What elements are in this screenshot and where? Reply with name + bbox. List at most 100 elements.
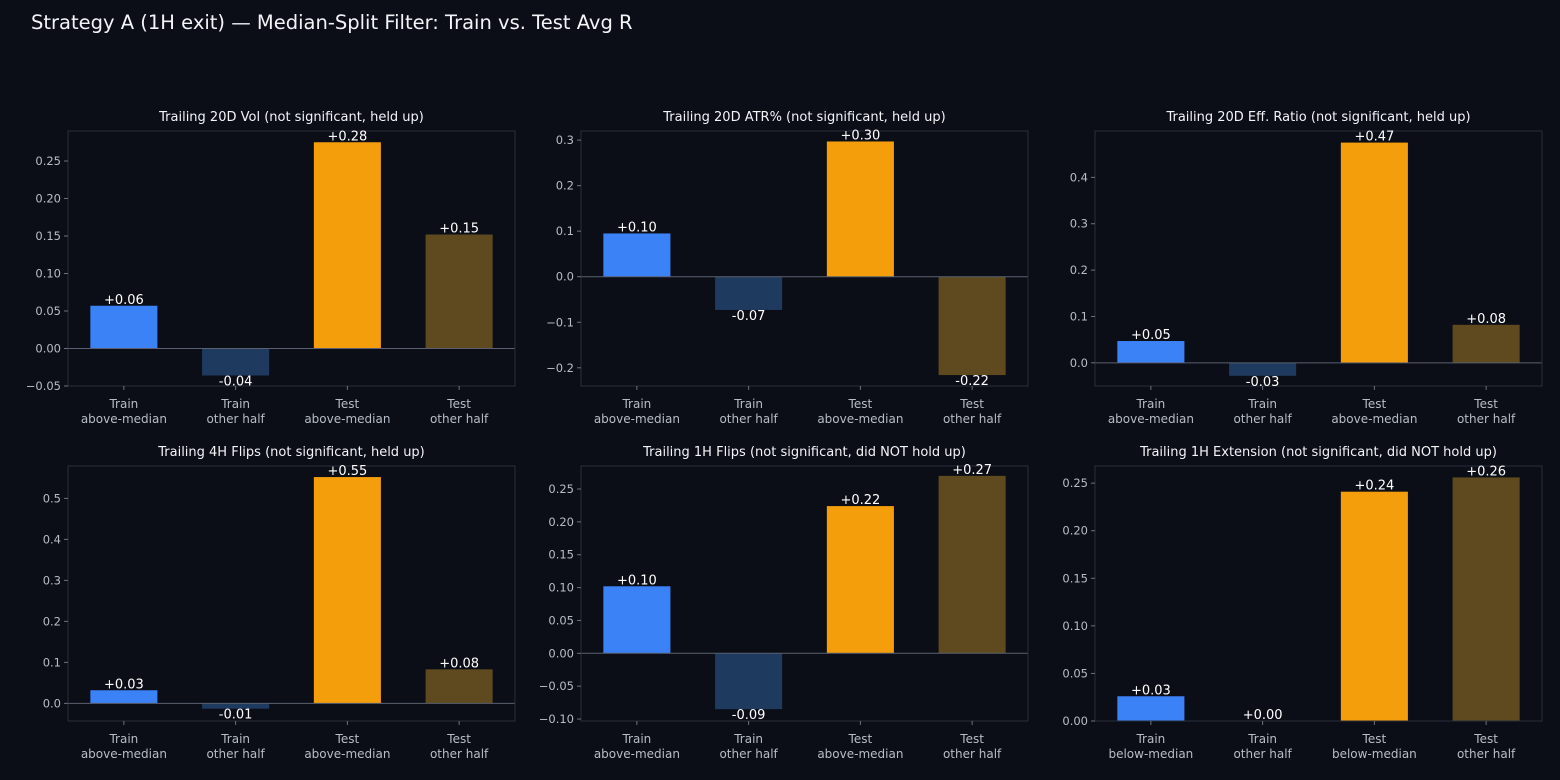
x-tick-label-line1: Test [335, 397, 360, 411]
bar [715, 653, 783, 710]
x-tick-label-line1: Test [446, 397, 471, 411]
x-tick-label-line2: other half [206, 412, 265, 426]
bar [1340, 142, 1408, 363]
bar [1117, 341, 1185, 363]
bar [715, 276, 783, 310]
x-tick-label-line2: other half [719, 412, 778, 426]
x-tick-label-line2: other half [1233, 412, 1292, 426]
bar [938, 475, 1006, 654]
y-tick-label: 0.20 [35, 192, 61, 206]
data-label: +0.03 [104, 677, 144, 692]
chart-title: Trailing 1H Extension (not significant, … [1139, 445, 1497, 460]
bar [425, 669, 493, 704]
y-tick-label: 0.3 [556, 133, 574, 147]
chart-panel: Trailing 20D Vol (not significant, held … [26, 110, 516, 426]
x-tick-label-line1: Train [621, 397, 651, 411]
y-tick-label: 0.05 [1062, 666, 1088, 680]
x-tick-label-line1: Test [848, 397, 873, 411]
x-tick-label-line2: above-median [817, 747, 903, 761]
y-tick-label: 0.10 [35, 267, 61, 281]
x-tick-label-line1: Test [959, 732, 984, 746]
x-tick-label-line1: Test [1362, 732, 1387, 746]
x-tick-label-line1: Test [335, 732, 360, 746]
y-tick-label: 0.25 [35, 154, 61, 168]
data-label: -0.22 [955, 374, 989, 389]
x-tick-label-line1: Train [1135, 732, 1165, 746]
data-label: -0.01 [219, 708, 253, 723]
x-tick-label-line2: below-median [1332, 747, 1417, 761]
data-label: +0.47 [1354, 130, 1394, 145]
bar [826, 506, 894, 654]
x-tick-label-line2: other half [1233, 747, 1292, 761]
bar [202, 348, 270, 376]
axes-frame [580, 130, 1029, 387]
data-label: +0.22 [840, 493, 880, 508]
x-tick-label-line1: Test [1473, 397, 1498, 411]
x-tick-label-line1: Train [733, 397, 763, 411]
data-label: +0.27 [952, 463, 992, 478]
x-tick-label-line1: Test [1473, 732, 1498, 746]
x-tick-label-line2: other half [1457, 412, 1516, 426]
x-tick-label-line1: Train [621, 732, 651, 746]
bar [425, 234, 493, 349]
bar [938, 276, 1006, 376]
y-tick-label: 0.3 [43, 573, 61, 587]
data-label: -0.03 [1246, 375, 1280, 390]
x-tick-label-line1: Train [220, 397, 250, 411]
x-tick-label-line2: other half [430, 747, 489, 761]
chart-title: Trailing 20D ATR% (not significant, held… [662, 110, 946, 125]
bar [313, 142, 381, 349]
y-tick-label: 0.25 [1062, 476, 1088, 490]
chart-panel: Trailing 20D ATR% (not significant, held… [546, 110, 1029, 426]
x-tick-label-line1: Train [220, 732, 250, 746]
chart-title: Trailing 20D Eff. Ratio (not significant… [1165, 110, 1470, 125]
x-tick-label-line2: other half [430, 412, 489, 426]
bar [1340, 491, 1408, 721]
x-tick-label-line2: other half [943, 412, 1002, 426]
y-tick-label: 0.20 [1062, 524, 1088, 538]
y-tick-label: 0.10 [1062, 619, 1088, 633]
data-label: -0.04 [219, 375, 253, 390]
y-tick-label: 0.1 [43, 655, 61, 669]
bar [1229, 362, 1297, 376]
x-tick-label-line2: other half [206, 747, 265, 761]
y-tick-label: 0.15 [548, 548, 574, 562]
x-tick-label-line2: other half [943, 747, 1002, 761]
data-label: +0.28 [327, 129, 367, 144]
data-label: +0.08 [1466, 312, 1506, 327]
y-tick-label: 0.20 [548, 515, 574, 529]
y-tick-label: 0.15 [35, 229, 61, 243]
data-label: -0.07 [732, 309, 766, 324]
x-tick-label-line2: other half [719, 747, 778, 761]
axes-frame [67, 130, 516, 387]
bar [90, 690, 158, 704]
y-tick-label: 0.10 [548, 581, 574, 595]
x-tick-label-line1: Train [108, 732, 138, 746]
x-tick-label-line1: Test [1362, 397, 1387, 411]
bar [90, 305, 158, 349]
y-tick-label: 0.15 [1062, 571, 1088, 585]
chart-title: Trailing 1H Flips (not significant, did … [642, 445, 966, 460]
x-tick-label-line1: Test [446, 732, 471, 746]
x-tick-label-line1: Train [1247, 732, 1277, 746]
chart-panel: Trailing 4H Flips (not significant, held… [43, 445, 516, 761]
data-label: +0.15 [439, 222, 479, 237]
data-label: +0.10 [617, 220, 657, 235]
data-label: +0.55 [327, 464, 367, 479]
chart-panel: Trailing 1H Flips (not significant, did … [539, 445, 1029, 761]
x-tick-label-line1: Train [733, 732, 763, 746]
data-label: +0.26 [1466, 464, 1506, 479]
x-tick-label-line2: above-median [594, 412, 680, 426]
data-label: +0.00 [1243, 708, 1283, 723]
x-tick-label-line2: other half [1457, 747, 1516, 761]
x-tick-label-line2: above-median [81, 747, 167, 761]
x-tick-label-line2: below-median [1108, 747, 1193, 761]
chart-title: Trailing 4H Flips (not significant, held… [157, 445, 425, 460]
data-label: +0.10 [617, 573, 657, 588]
y-tick-label: 0.00 [548, 646, 574, 660]
axes-frame [1094, 130, 1543, 387]
bar [202, 703, 270, 709]
y-tick-label: 0.5 [43, 491, 61, 505]
chart-title: Trailing 20D Vol (not significant, held … [158, 110, 424, 125]
x-tick-label-line2: above-median [81, 412, 167, 426]
